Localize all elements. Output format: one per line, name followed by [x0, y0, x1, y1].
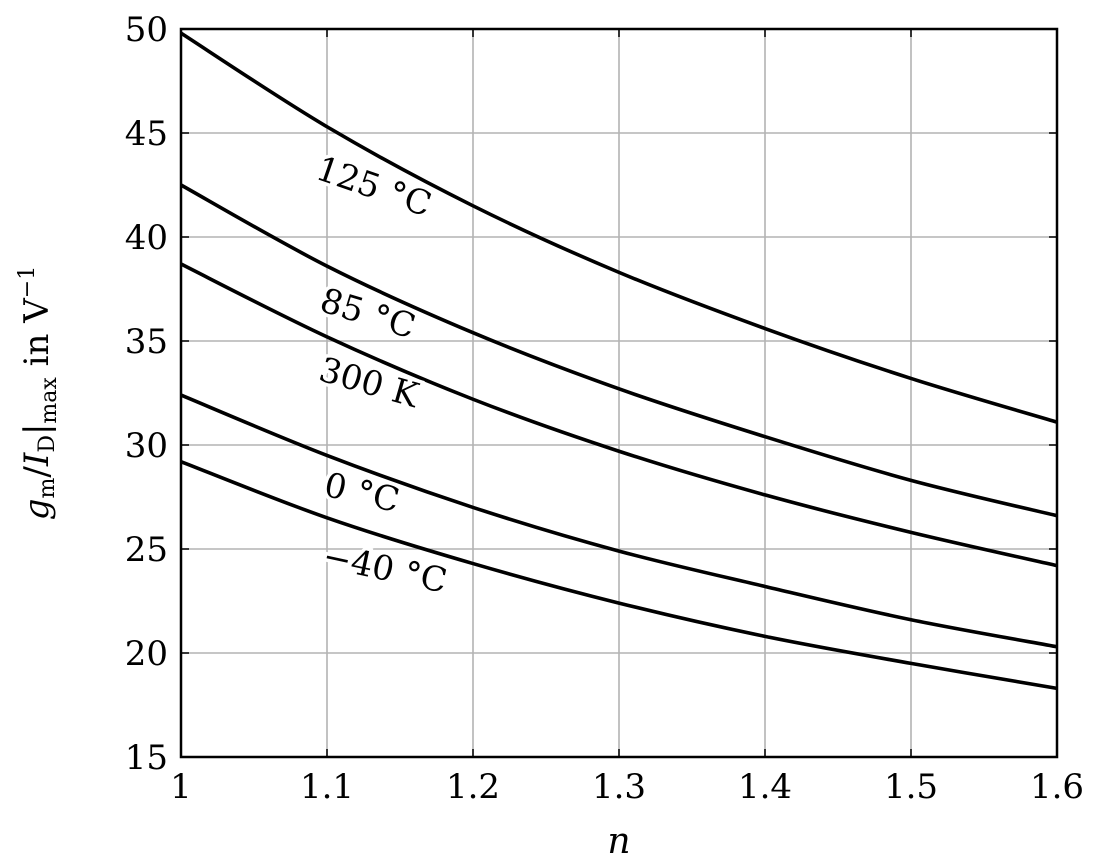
series-line-0c [180, 393, 1058, 649]
x-tick-label: 1.3 [592, 767, 646, 807]
series-line-minus40c [180, 459, 1058, 691]
y-tick-label: 25 [125, 530, 168, 570]
tick-labels: 1 1.1 1.2 1.3 1.4 1.5 1.6 15 20 25 30 35 40 45 50 [125, 10, 1084, 807]
curve-label-text: 0 °C [321, 465, 404, 521]
y-tick-label: 20 [125, 634, 168, 674]
y-tick-label: 15 [125, 738, 168, 778]
x-tick-label: 1.5 [884, 767, 938, 807]
series-line-125c [180, 31, 1058, 424]
x-tick-label: 1 [170, 767, 192, 807]
series-line-300k [180, 262, 1058, 568]
curve-label-text: 125 °C [311, 149, 436, 225]
y-tick-label: 45 [125, 114, 168, 154]
series-line-85c [180, 183, 1058, 518]
x-axis-label: n [607, 821, 630, 862]
y-tick-label: 40 [125, 218, 168, 258]
y-tick-label: 50 [125, 10, 168, 50]
ticks [180, 28, 1058, 758]
curve-label-300k: 300 K [311, 346, 427, 419]
curve-label-0c: 0 °C [317, 461, 407, 524]
curve-label-text: −40 °C [319, 536, 450, 601]
curve-label-125c: 125 °C [308, 145, 440, 228]
x-tick-label: 1.1 [300, 767, 354, 807]
y-tick-label: 30 [125, 426, 168, 466]
x-tick-label: 1.4 [738, 767, 792, 807]
x-tick-label: 1.6 [1030, 767, 1084, 807]
curves [180, 31, 1058, 691]
y-axis-label: gm/ID|max in V−1 [15, 266, 62, 520]
curve-label-text: 300 K [315, 350, 424, 416]
grid [181, 29, 1057, 757]
x-tick-label: 1.2 [446, 767, 500, 807]
curve-label-minus40c: −40 °C [316, 533, 454, 605]
y-tick-label: 35 [125, 322, 168, 362]
